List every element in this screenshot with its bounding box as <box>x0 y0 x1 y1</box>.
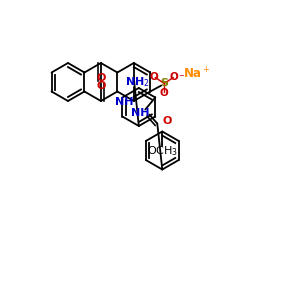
Text: Na$^+$: Na$^+$ <box>182 66 210 81</box>
Text: O: O <box>150 71 159 82</box>
Text: NH$_2$: NH$_2$ <box>124 75 149 89</box>
Text: $^-$: $^-$ <box>177 74 185 83</box>
Text: S: S <box>160 79 168 88</box>
Text: OCH$_3$: OCH$_3$ <box>147 145 178 158</box>
Text: O: O <box>170 71 178 82</box>
Text: NH: NH <box>131 107 149 118</box>
Text: O: O <box>160 88 169 98</box>
Text: NH: NH <box>115 97 134 107</box>
Text: O: O <box>96 81 106 91</box>
Text: O: O <box>96 73 106 83</box>
Text: O: O <box>163 116 172 125</box>
